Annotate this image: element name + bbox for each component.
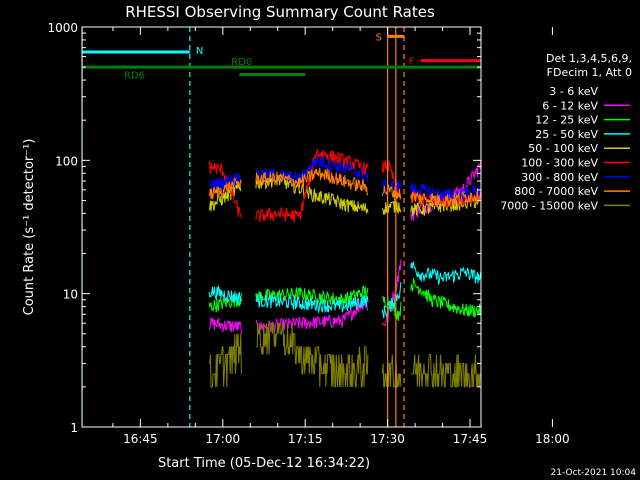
annotations	[82, 27, 481, 427]
plot-area	[208, 148, 481, 388]
legend-label-4: 50 - 100 keV	[528, 142, 598, 155]
x-tick-label-0: 16:45	[123, 432, 158, 446]
y-tick-label-2: 100	[55, 154, 78, 168]
legend-label-1: 6 - 12 keV	[542, 99, 598, 112]
legend-label-0: 3 - 6 keV	[549, 85, 598, 98]
series-line-6	[208, 154, 481, 202]
y-tick-label-1: 10	[63, 288, 78, 302]
y-tick-label-0: 1	[70, 421, 78, 435]
legend-header-0: Det 1,3,4,5,6,9,	[546, 52, 632, 65]
legend-label-3: 25 - 50 keV	[535, 128, 598, 141]
rd6-label: RD6	[124, 71, 145, 82]
x-axis-label: Start Time (05-Dec-12 16:34:22)	[158, 456, 370, 471]
x-tick-label-5: 18:00	[535, 432, 570, 446]
series-line-8	[209, 322, 481, 388]
x-tick-label-4: 17:45	[453, 432, 488, 446]
flare-label: F	[409, 57, 415, 68]
series-line-7	[208, 167, 481, 208]
legend-label-2: 12 - 25 keV	[535, 114, 598, 127]
x-tick-label-3: 17:30	[370, 432, 405, 446]
legend-label-7: 800 - 7000 keV	[514, 185, 598, 198]
axis-ticks: 16:45 17:00 17:15 17:30 17:45 18:00 1 10 100 1000	[47, 21, 569, 446]
legend-label-8: 7000 - 15000 keV	[500, 199, 598, 212]
rd0-label: RD0	[231, 57, 252, 68]
y-axis-label: Count Rate (s⁻¹ detector⁻¹)	[22, 139, 37, 316]
footer-date: 21-Oct-2021 10:04	[551, 468, 637, 478]
legend-header-1: FDecim 1, Att 0	[547, 66, 632, 79]
saa-label: S	[376, 32, 382, 43]
x-tick-label-1: 17:00	[206, 432, 241, 446]
chart-title: RHESSI Observing Summary Count Rates	[125, 3, 435, 21]
plot-frame	[81, 26, 482, 428]
legend-label-6: 300 - 800 keV	[521, 171, 598, 184]
series-line-3	[208, 260, 481, 319]
y-tick-label-3: 1000	[47, 21, 78, 35]
legend: Det 1,3,4,5,6,9,FDecim 1, Att 0 3 - 6 keV…	[500, 52, 632, 212]
series-line-4	[208, 173, 481, 216]
night-label: N	[196, 46, 203, 57]
x-tick-label-2: 17:15	[288, 432, 323, 446]
legend-label-5: 100 - 300 keV	[521, 157, 598, 170]
